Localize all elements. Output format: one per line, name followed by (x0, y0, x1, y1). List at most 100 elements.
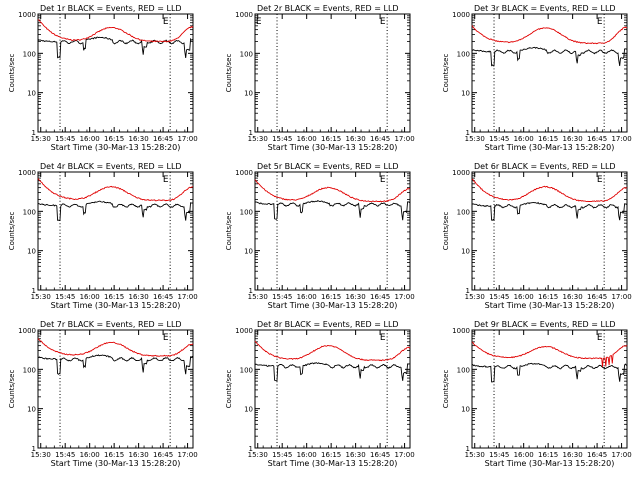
detector-panel-6: Det 6r BLACK = Events, RED = LLD 1 10 100 10… (442, 162, 632, 310)
panel-title: Det 2r BLACK = Events, RED = LLD (257, 4, 399, 13)
x-tick-label: 16:15 (538, 451, 558, 459)
e-marker: E (163, 175, 169, 185)
x-tick-label: 17:00 (611, 451, 631, 459)
x-tick-label: 16:30 (563, 135, 583, 143)
x-tick-label: 16:00 (80, 135, 100, 143)
events-series-line (471, 46, 628, 67)
x-tick-label: 16:45 (153, 135, 173, 143)
x-tick-label: 16:30 (346, 135, 366, 143)
plot-frame (254, 329, 411, 449)
lld-series-line (37, 19, 194, 43)
x-tick-label: 16:15 (321, 293, 341, 301)
y-tick-label: 100 (240, 50, 253, 58)
y-tick-label: 1 (466, 129, 470, 137)
y-tick-label: 1000 (18, 327, 36, 335)
x-tick-label: 15:45 (272, 293, 292, 301)
panel-title: Det 7r BLACK = Events, RED = LLD (40, 320, 182, 329)
plot-frame (471, 171, 628, 291)
y-tick-label: 1000 (235, 11, 253, 19)
x-tick-label: 17:00 (177, 293, 197, 301)
detector-panel-1: Det 1r BLACK = Events, RED = LLD 1 10 100 10… (8, 4, 198, 152)
x-axis-label: Start Time (30-Mar-13 15:28:20) (485, 459, 615, 468)
y-axis-label: Counts/sec (225, 54, 233, 93)
x-tick-label: 15:30 (465, 293, 485, 301)
y-tick-label: 10 (244, 90, 253, 98)
x-tick-label: 17:00 (177, 451, 197, 459)
lld-series-line (254, 179, 411, 203)
x-tick-label: 16:00 (297, 451, 317, 459)
lld-series-line (471, 178, 627, 203)
x-tick-label: 15:30 (248, 293, 268, 301)
events-series-line (37, 200, 194, 222)
x-tick-label: 17:00 (611, 293, 631, 301)
x-tick-label: 15:30 (465, 451, 485, 459)
y-tick-label: 1000 (452, 327, 470, 335)
x-tick-label: 16:45 (370, 451, 390, 459)
x-axis-label: Start Time (30-Mar-13 15:28:20) (51, 301, 181, 310)
x-tick-label: 15:45 (489, 451, 509, 459)
y-axis-label: Counts/sec (225, 370, 233, 409)
events-series-line (254, 362, 411, 382)
x-tick-label: 15:45 (489, 293, 509, 301)
x-axis-label: Start Time (30-Mar-13 15:28:20) (485, 143, 615, 152)
y-tick-label: 100 (23, 208, 36, 216)
plot-frame (471, 329, 628, 449)
y-tick-label: 1 (466, 445, 470, 453)
x-axis-label: Start Time (30-Mar-13 15:28:20) (485, 301, 615, 310)
y-axis-label: Counts/sec (442, 212, 450, 251)
e-marker: E (380, 333, 386, 343)
x-tick-label: 16:00 (297, 135, 317, 143)
x-tick-label: 16:45 (370, 135, 390, 143)
y-axis-label: Counts/sec (225, 212, 233, 251)
y-tick-label: 10 (244, 406, 253, 414)
x-tick-label: 16:30 (346, 293, 366, 301)
y-tick-label: 100 (457, 208, 470, 216)
y-tick-label: 100 (240, 208, 253, 216)
x-tick-label: 16:30 (129, 293, 149, 301)
y-tick-label: 10 (461, 248, 470, 256)
e-marker: E (163, 17, 169, 27)
x-tick-label: 16:00 (514, 293, 534, 301)
y-axis-label: Counts/sec (8, 370, 16, 409)
x-tick-label: 16:00 (514, 135, 534, 143)
y-tick-label: 10 (461, 406, 470, 414)
y-tick-label: 1 (249, 445, 253, 453)
detector-panel-9: Det 9r BLACK = Events, RED = LLD 1 10 100 10… (442, 320, 632, 468)
x-tick-label: 16:15 (104, 451, 124, 459)
y-tick-label: 1000 (235, 327, 253, 335)
y-axis-label: Counts/sec (442, 54, 450, 93)
x-tick-label: 16:00 (514, 451, 534, 459)
e-marker: E (597, 175, 603, 185)
x-tick-label: 16:15 (104, 135, 124, 143)
plot-frame (471, 13, 628, 133)
e-marker: E (163, 333, 169, 343)
x-tick-label: 15:45 (272, 451, 292, 459)
e-marker: E (380, 175, 386, 185)
detector-panel-5: Det 5r BLACK = Events, RED = LLD 1 10 100 10… (225, 162, 415, 310)
e-marker: E (597, 17, 603, 27)
detector-panel-3: Det 3r BLACK = Events, RED = LLD 1 10 100 10… (442, 4, 632, 152)
y-tick-label: 100 (23, 50, 36, 58)
x-tick-label: 16:00 (80, 293, 100, 301)
lld-series-line (37, 338, 194, 357)
plot-frame (37, 171, 194, 291)
x-tick-label: 16:30 (129, 451, 149, 459)
x-axis-label: Start Time (30-Mar-13 15:28:20) (268, 459, 398, 468)
lld-series-line (254, 340, 411, 362)
x-tick-label: 16:45 (153, 293, 173, 301)
plot-frame (254, 13, 411, 133)
x-tick-label: 17:00 (394, 451, 414, 459)
panel-title: Det 6r BLACK = Events, RED = LLD (474, 162, 616, 171)
x-tick-label: 16:00 (297, 293, 317, 301)
y-tick-label: 10 (244, 248, 253, 256)
x-tick-label: 17:00 (394, 293, 414, 301)
x-tick-label: 16:30 (563, 293, 583, 301)
x-tick-label: 15:30 (465, 135, 485, 143)
panel-title: Det 5r BLACK = Events, RED = LLD (257, 162, 399, 171)
x-axis-label: Start Time (30-Mar-13 15:28:20) (51, 459, 181, 468)
x-axis-label: Start Time (30-Mar-13 15:28:20) (268, 143, 398, 152)
plot-frame (37, 13, 194, 133)
x-tick-label: 15:30 (248, 135, 268, 143)
panel-title: Det 4r BLACK = Events, RED = LLD (40, 162, 182, 171)
